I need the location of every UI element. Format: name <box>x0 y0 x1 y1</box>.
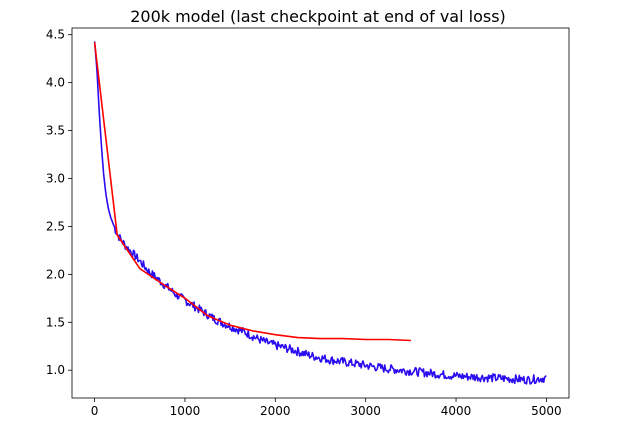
series-line-1 <box>93 41 547 385</box>
x-tick-label: 1000 <box>170 404 201 418</box>
axes-frame <box>71 27 570 399</box>
y-tick-label: 3.5 <box>46 124 65 138</box>
series-group <box>93 41 547 385</box>
x-tick-label: 5000 <box>531 404 562 418</box>
x-tick-label: 3000 <box>350 404 381 418</box>
chart-title: 200k model (last checkpoint at end of va… <box>130 7 506 26</box>
y-tick-label: 1.5 <box>46 315 65 329</box>
x-tick-label: 0 <box>91 404 99 418</box>
y-tick-label: 2.0 <box>46 267 65 281</box>
x-tick-label: 4000 <box>441 404 472 418</box>
plot-area: 0 1000 2000 3000 4000 5000 1.0 1.5 2.0 2.5 3.0 3.5 4… <box>46 27 570 418</box>
y-tick-label: 4.0 <box>46 76 65 90</box>
x-tick-label: 2000 <box>260 404 291 418</box>
y-tick-label: 4.5 <box>46 28 65 42</box>
y-tick-label: 1.0 <box>46 363 65 377</box>
series-line-2 <box>93 42 411 342</box>
y-tick-label: 2.5 <box>46 219 65 233</box>
y-tick-label: 3.0 <box>46 171 65 185</box>
